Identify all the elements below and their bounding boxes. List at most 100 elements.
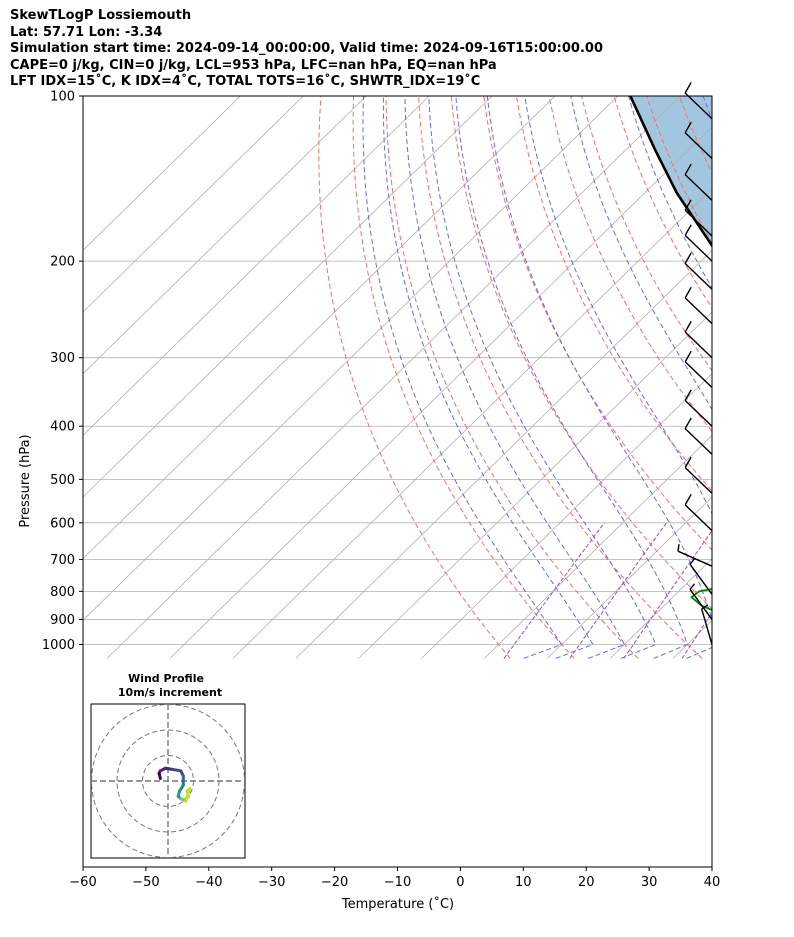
y-tick-label: 800 <box>50 585 75 600</box>
mixing-ratio-line <box>569 522 667 659</box>
y-tick-label: 300 <box>50 351 75 366</box>
mixing-ratio-line <box>623 529 712 659</box>
wind-barb-shaft <box>689 588 713 620</box>
isotherm-line <box>358 311 712 659</box>
y-tick-label: 1000 <box>42 638 75 653</box>
isotherm-line <box>232 188 712 659</box>
isotherm-line <box>83 96 556 560</box>
x-tick-label: 20 <box>578 875 595 890</box>
moist-adiabat-line <box>428 96 657 659</box>
wind-barb-shaft <box>700 608 713 645</box>
wind-barb <box>684 224 713 262</box>
wind-barb-shaft <box>684 234 713 262</box>
wind-barb-flag <box>684 121 692 134</box>
wind-barb <box>689 558 713 595</box>
location-line: Lat: 57.71 Lon: -3.34 <box>10 24 163 40</box>
x-tick-label: 10 <box>515 875 532 890</box>
x-tick-label: −10 <box>384 875 411 890</box>
wind-barb <box>689 583 713 620</box>
wind-barb-shaft <box>677 550 713 567</box>
plot-area <box>83 96 794 659</box>
wind-barb <box>700 604 713 645</box>
wind-barb-flag <box>684 82 692 94</box>
wind-barb-flag <box>684 286 692 299</box>
wind-barb-half-flag <box>689 583 695 590</box>
wind-barb <box>684 199 713 237</box>
isotherm-line <box>106 96 682 659</box>
dewpoint-profile-line <box>690 588 712 612</box>
moist-adiabat-line <box>570 96 712 411</box>
wind-barb-flag <box>684 350 692 363</box>
wind-barb-shaft <box>684 331 713 359</box>
axes: −60 −50 −40 −30 −20 −10 0 10 20 30 40 100 200 300 400 5… <box>42 90 720 891</box>
wind-barb-flag <box>684 224 692 236</box>
isotherm-line <box>83 96 367 375</box>
moist-adiabat-line <box>404 96 626 659</box>
dry-adiabat-line <box>581 96 712 372</box>
cape-line: CAPE=0 j/kg, CIN=0 j/kg, LCL=953 hPa, LF… <box>10 57 497 73</box>
wind-barb-half-flag <box>701 604 709 610</box>
isotherm-line <box>610 558 712 659</box>
moist-adiabat-line <box>702 96 712 121</box>
inset-subtitle: 10m/s increment <box>118 686 222 699</box>
isotherm-line <box>484 434 712 659</box>
y-tick-label: 200 <box>50 255 75 270</box>
y-tick-label: 600 <box>50 516 75 531</box>
temperature-profile-line <box>771 96 794 652</box>
wind-barb <box>684 286 713 325</box>
moist-adiabat-line <box>486 96 712 659</box>
wind-barb-flag <box>684 493 692 506</box>
moist-adiabat-line <box>382 96 594 659</box>
moist-adiabat-line <box>524 96 712 515</box>
wind-barb-flag <box>684 199 692 211</box>
y-tick-label: 100 <box>50 90 75 105</box>
wind-barb <box>684 321 713 359</box>
wind-barb-shaft <box>684 174 713 201</box>
y-tick-label: 700 <box>50 553 75 568</box>
isotherm-line <box>83 96 430 436</box>
wind-barb-shaft <box>684 428 713 455</box>
x-tick-label: −20 <box>321 875 348 890</box>
dry-adiabat-line <box>646 96 712 244</box>
wind-barb <box>684 121 713 160</box>
wind-barbs <box>677 82 713 645</box>
chart-title: SkewTLogP Lossiemouth <box>10 8 192 23</box>
wind-barb <box>684 389 713 427</box>
wind-barb <box>677 544 713 567</box>
dry-adiabat-line <box>418 96 703 659</box>
inset-content <box>91 704 245 858</box>
inset-title: Wind Profile <box>128 672 204 685</box>
dry-adiabat-line <box>515 96 712 492</box>
y-tick-label: 500 <box>50 473 75 488</box>
mixing-ratio-line <box>503 522 605 659</box>
dry-adiabat-line <box>385 96 639 659</box>
wind-barb-flag <box>684 456 692 468</box>
dry-adiabat-line <box>548 96 712 433</box>
isotherm-line <box>169 126 712 659</box>
dry-adiabat-line <box>352 96 575 659</box>
wind-barb-shaft <box>684 209 713 237</box>
dry-adiabat-line <box>744 96 794 658</box>
chart-header: SkewTLogP Lossiemouth Lat: 57.71 Lon: -3… <box>10 8 603 91</box>
moist-adiabat-line <box>362 96 563 659</box>
isotherm-line <box>547 496 712 659</box>
wind-barb-shaft <box>684 467 713 494</box>
wind-barb-shaft <box>684 361 713 389</box>
mixing-ratio-line <box>732 523 794 659</box>
wind-barb-half-flag <box>689 558 695 565</box>
wind-barb-flag <box>684 252 692 264</box>
wind-barb-shaft <box>684 132 713 160</box>
x-tick-label: −40 <box>195 875 222 890</box>
wind-barb <box>684 163 713 201</box>
y-tick-label: 900 <box>50 613 75 628</box>
isotherm-line <box>83 96 304 313</box>
wind-barb-half-flag <box>677 544 680 552</box>
wind-barb-flag <box>684 321 692 333</box>
isotherm-line <box>83 96 241 251</box>
isotherm-line <box>421 373 712 659</box>
isotherm-line <box>83 96 619 621</box>
wind-barb-shaft <box>689 563 713 595</box>
wind-barb <box>684 82 713 120</box>
wind-barb-shaft <box>684 297 713 325</box>
